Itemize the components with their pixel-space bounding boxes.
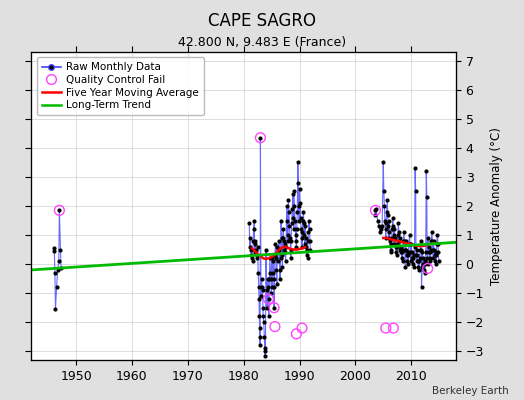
Point: [389, 325, 398, 331]
Text: CAPE SAGRO: CAPE SAGRO: [208, 12, 316, 30]
Point: [372, 207, 380, 214]
Point: [271, 323, 279, 330]
Point: [298, 325, 306, 331]
Point: [55, 207, 63, 214]
Legend: Raw Monthly Data, Quality Control Fail, Five Year Moving Average, Long-Term Tren: Raw Monthly Data, Quality Control Fail, …: [37, 57, 204, 116]
Point: [381, 325, 390, 331]
Point: [270, 304, 278, 311]
Point: [292, 331, 301, 337]
Y-axis label: Temperature Anomaly (°C): Temperature Anomaly (°C): [489, 127, 503, 285]
Point: [256, 134, 265, 141]
Text: 42.800 N, 9.483 E (France): 42.800 N, 9.483 E (France): [178, 36, 346, 49]
Point: [423, 265, 432, 272]
Point: [264, 296, 272, 302]
Text: Berkeley Earth: Berkeley Earth: [432, 386, 508, 396]
